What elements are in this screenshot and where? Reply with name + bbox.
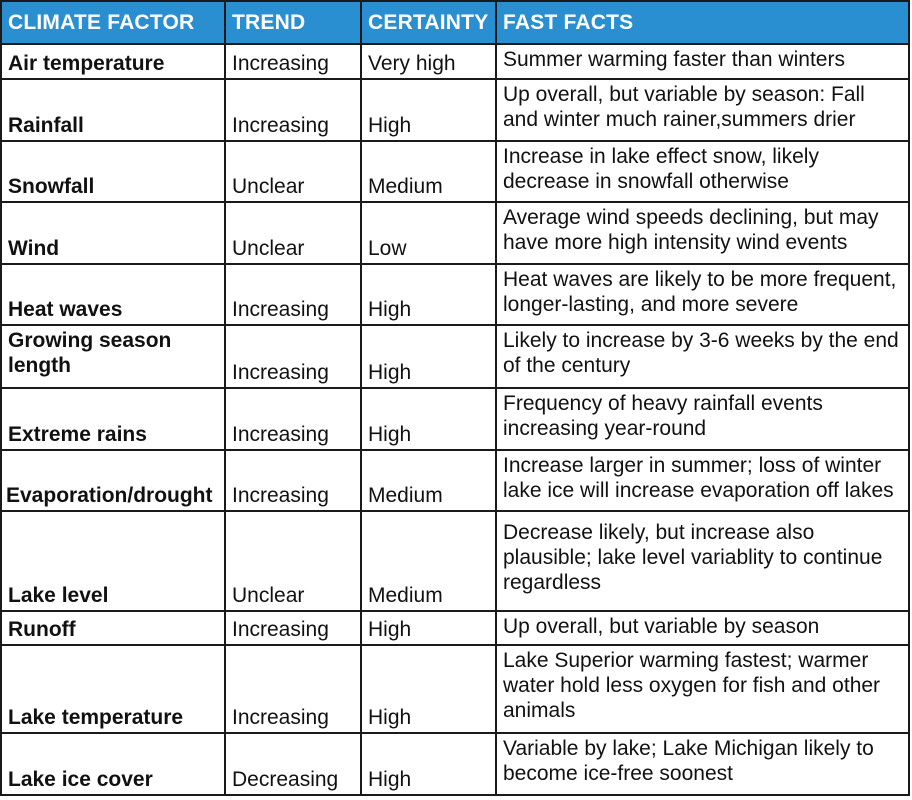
cell-facts: Likely to increase by 3-6 weeks by the e… bbox=[495, 324, 910, 390]
cell-factor: Lake temperature bbox=[0, 643, 226, 735]
header-certainty: CERTAINTY bbox=[360, 0, 497, 45]
cell-factor: Air temperature bbox=[0, 43, 226, 80]
cell-certainty: High bbox=[360, 77, 497, 142]
cell-factor: Wind bbox=[0, 201, 226, 265]
cell-trend: Increasing bbox=[224, 610, 362, 646]
cell-factor: Extreme rains bbox=[0, 387, 226, 451]
cell-trend: Unclear bbox=[224, 510, 362, 613]
cell-trend: Increasing bbox=[224, 387, 362, 451]
cell-facts: Summer warming faster than winters bbox=[495, 43, 910, 80]
cell-facts: Heat waves are likely to be more frequen… bbox=[495, 262, 910, 327]
cell-certainty: High bbox=[360, 732, 497, 796]
table-row: Heat waves Increasing High Heat waves ar… bbox=[0, 262, 910, 327]
cell-certainty: Medium bbox=[360, 510, 497, 613]
cell-factor: Growing season length bbox=[0, 324, 226, 390]
table-row: Air temperature Increasing Very high Sum… bbox=[0, 43, 910, 80]
table-row: Snowfall Unclear Medium Increase in lake… bbox=[0, 139, 910, 204]
cell-facts: Increase in lake effect snow, likely dec… bbox=[495, 139, 910, 204]
cell-facts: Decrease likely, but increase also plaus… bbox=[495, 510, 910, 613]
cell-trend: Increasing bbox=[224, 643, 362, 735]
header-row: CLIMATE FACTOR TREND CERTAINTY FAST FACT… bbox=[0, 0, 910, 45]
cell-certainty: Low bbox=[360, 201, 497, 265]
table-row: Lake ice cover Decreasing High Variable … bbox=[0, 732, 910, 796]
cell-certainty: High bbox=[360, 324, 497, 390]
cell-facts: Up overall, but variable by season bbox=[495, 610, 910, 646]
cell-facts: Up overall, but variable by season: Fall… bbox=[495, 77, 910, 142]
cell-certainty: Medium bbox=[360, 139, 497, 204]
cell-trend: Unclear bbox=[224, 201, 362, 265]
cell-certainty: High bbox=[360, 262, 497, 327]
table-row: Rainfall Increasing High Up overall, but… bbox=[0, 77, 910, 142]
table-row: Extreme rains Increasing High Frequency … bbox=[0, 387, 910, 451]
cell-factor: Heat waves bbox=[0, 262, 226, 327]
header-trend: TREND bbox=[224, 0, 362, 45]
cell-certainty: Very high bbox=[360, 43, 497, 80]
cell-factor: Lake ice cover bbox=[0, 732, 226, 796]
table-row: Runoff Increasing High Up overall, but v… bbox=[0, 610, 910, 646]
cell-certainty: High bbox=[360, 387, 497, 451]
table-row: Growing season length Increasing High Li… bbox=[0, 324, 910, 390]
cell-factor: Runoff bbox=[0, 610, 226, 646]
cell-facts: Average wind speeds declining, but may h… bbox=[495, 201, 910, 265]
cell-trend: Decreasing bbox=[224, 732, 362, 796]
cell-certainty: High bbox=[360, 610, 497, 646]
cell-facts: Variable by lake; Lake Michigan likely t… bbox=[495, 732, 910, 796]
cell-trend: Increasing bbox=[224, 262, 362, 327]
cell-facts: Lake Superior warming fastest; warmer wa… bbox=[495, 643, 910, 735]
cell-factor: Snowfall bbox=[0, 139, 226, 204]
cell-factor: Lake level bbox=[0, 510, 226, 613]
cell-factor: Evaporation/drought bbox=[0, 448, 226, 513]
cell-trend: Increasing bbox=[224, 43, 362, 80]
cell-certainty: High bbox=[360, 643, 497, 735]
cell-facts: Increase larger in summer; loss of winte… bbox=[495, 448, 910, 513]
cell-certainty: Medium bbox=[360, 448, 497, 513]
table-row: Lake temperature Increasing High Lake Su… bbox=[0, 643, 910, 735]
table-row: Evaporation/drought Increasing Medium In… bbox=[0, 448, 910, 513]
table-row: Lake level Unclear Medium Decrease likel… bbox=[0, 510, 910, 613]
cell-factor: Rainfall bbox=[0, 77, 226, 142]
header-fast-facts: FAST FACTS bbox=[495, 0, 910, 45]
cell-facts: Frequency of heavy rainfall events incre… bbox=[495, 387, 910, 451]
header-climate-factor: CLIMATE FACTOR bbox=[0, 0, 226, 45]
cell-trend: Increasing bbox=[224, 77, 362, 142]
cell-trend: Increasing bbox=[224, 448, 362, 513]
cell-trend: Increasing bbox=[224, 324, 362, 390]
cell-trend: Unclear bbox=[224, 139, 362, 204]
table-row: Wind Unclear Low Average wind speeds dec… bbox=[0, 201, 910, 265]
